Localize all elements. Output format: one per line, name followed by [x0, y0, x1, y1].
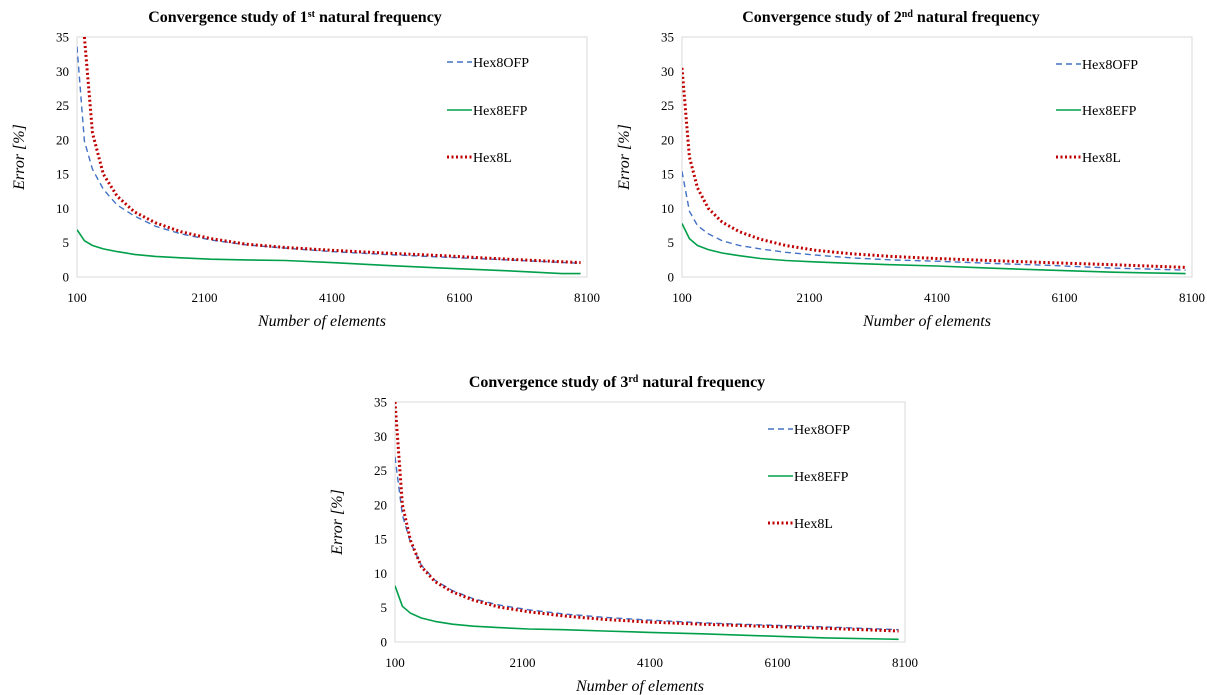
- y-tick-label: 10: [661, 201, 674, 216]
- legend-label-hex8efp: Hex8EFP: [1082, 104, 1137, 119]
- legend-label-hex8ofp: Hex8OFP: [794, 423, 850, 438]
- chart-title-suffix: natural frequency: [638, 374, 765, 391]
- plot-area: [681, 36, 1193, 278]
- chart-title-suffix: natural frequency: [913, 9, 1040, 26]
- series-line-hex8efp: [682, 223, 1186, 275]
- x-tick-label: 2100: [797, 290, 823, 305]
- chart-title-prefix: Convergence study of 3: [469, 374, 629, 391]
- x-tick-label: 8100: [1179, 290, 1205, 305]
- plot-area: [76, 36, 588, 278]
- chart-2: Convergence study of 2nd natural frequen…: [616, 9, 1205, 331]
- series-line-hex8l: [82, 36, 581, 265]
- y-tick-label: 10: [56, 201, 69, 216]
- y-axis-label: Error [%]: [329, 489, 346, 556]
- y-tick-label: 25: [374, 463, 387, 478]
- y-tick-label: 30: [56, 64, 69, 79]
- series-line-hex8l: [395, 401, 899, 633]
- series-line-hex8ofp: [682, 171, 1186, 271]
- y-tick-label: 0: [668, 270, 675, 285]
- chart-title-ordinal: nd: [902, 9, 914, 20]
- y-tick-label: 20: [661, 132, 674, 147]
- chart-1: Convergence study of 1st natural frequen…: [11, 9, 600, 331]
- x-tick-label: 8100: [574, 290, 600, 305]
- legend-label-hex8efp: Hex8EFP: [794, 470, 849, 485]
- chart-3: Convergence study of 3rd natural frequen…: [329, 374, 918, 695]
- y-tick-label: 5: [63, 235, 70, 250]
- chart-title-suffix: natural frequency: [315, 9, 442, 26]
- chart-title-ordinal: st: [308, 9, 316, 20]
- y-tick-label: 5: [668, 235, 675, 250]
- series-line-hex8efp: [395, 585, 899, 641]
- y-tick-label: 35: [56, 30, 69, 45]
- y-tick-label: 25: [56, 98, 69, 113]
- chart-title-prefix: Convergence study of 2: [742, 9, 902, 26]
- x-tick-label: 6100: [765, 655, 791, 670]
- y-tick-label: 25: [661, 98, 674, 113]
- x-tick-label: 4100: [637, 655, 663, 670]
- y-tick-label: 35: [661, 30, 674, 45]
- x-axis-label: Number of elements: [575, 678, 704, 695]
- y-tick-label: 30: [374, 429, 387, 444]
- chart-title: Convergence study of 2nd natural frequen…: [742, 9, 1039, 27]
- legend-label-hex8l: Hex8L: [473, 151, 512, 166]
- series-line-hex8efp: [77, 229, 581, 275]
- chart-title-ordinal: rd: [628, 374, 638, 385]
- x-tick-label: 6100: [1052, 290, 1078, 305]
- y-tick-label: 5: [381, 600, 388, 615]
- y-axis-label: Error [%]: [616, 124, 633, 191]
- y-tick-label: 20: [56, 132, 69, 147]
- y-axis-label: Error [%]: [11, 124, 28, 191]
- series-line-hex8l: [682, 67, 1186, 269]
- x-axis-label: Number of elements: [862, 313, 991, 330]
- y-tick-label: 0: [381, 635, 388, 650]
- legend-label-hex8efp: Hex8EFP: [473, 104, 528, 119]
- legend-label-hex8l: Hex8L: [1082, 151, 1121, 166]
- plot-area: [394, 401, 906, 643]
- x-tick-label: 2100: [192, 290, 218, 305]
- chart-title: Convergence study of 3rd natural frequen…: [469, 374, 765, 392]
- legend-label-hex8ofp: Hex8OFP: [1082, 58, 1138, 73]
- x-tick-label: 100: [67, 290, 87, 305]
- x-tick-label: 4100: [319, 290, 345, 305]
- x-tick-label: 6100: [447, 290, 473, 305]
- y-tick-label: 10: [374, 566, 387, 581]
- x-axis-label: Number of elements: [257, 313, 386, 330]
- y-tick-label: 0: [63, 270, 70, 285]
- x-tick-label: 2100: [510, 655, 536, 670]
- legend-label-hex8l: Hex8L: [794, 517, 833, 532]
- x-tick-label: 100: [672, 290, 692, 305]
- chart-title-prefix: Convergence study of 1: [148, 9, 308, 26]
- y-tick-label: 35: [374, 395, 387, 410]
- y-tick-label: 30: [661, 64, 674, 79]
- x-tick-label: 4100: [924, 290, 950, 305]
- y-tick-label: 15: [56, 167, 69, 182]
- x-tick-label: 100: [385, 655, 405, 670]
- chart-title: Convergence study of 1st natural frequen…: [148, 9, 442, 27]
- y-tick-label: 15: [661, 167, 674, 182]
- y-tick-label: 20: [374, 497, 387, 512]
- x-tick-label: 8100: [892, 655, 918, 670]
- legend-label-hex8ofp: Hex8OFP: [473, 56, 529, 71]
- y-tick-label: 15: [374, 532, 387, 547]
